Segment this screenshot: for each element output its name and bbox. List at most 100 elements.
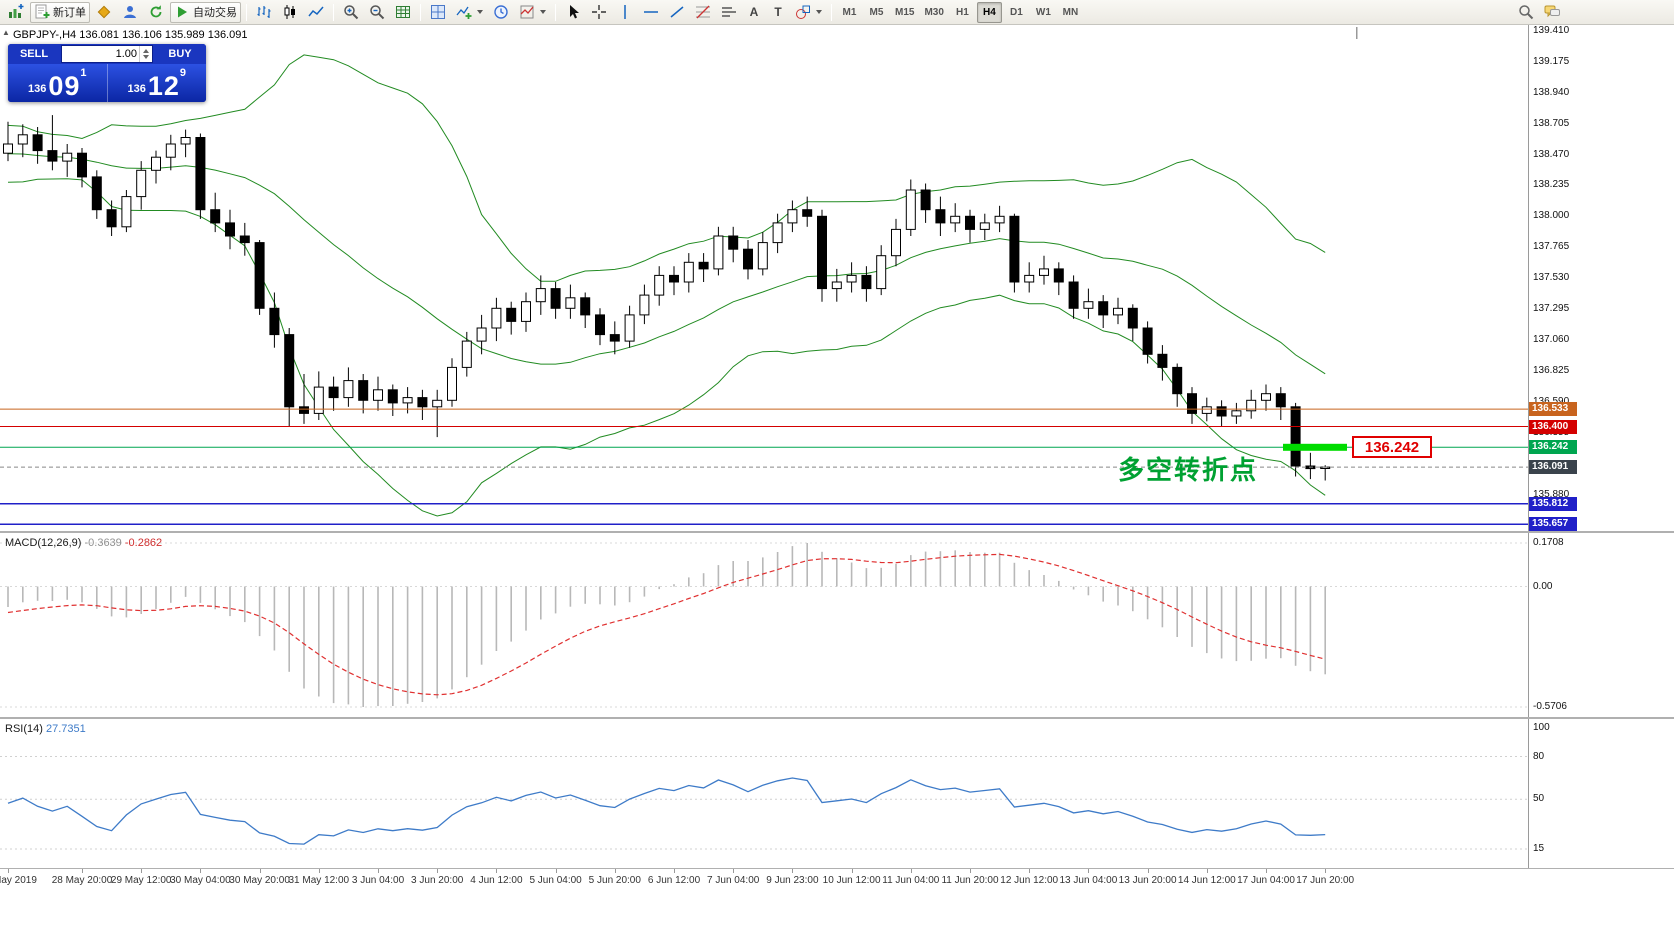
- buy-button[interactable]: BUY: [168, 48, 192, 60]
- templates-icon: [520, 5, 534, 19]
- vertical-line-icon: [624, 5, 626, 19]
- cursor-button[interactable]: [561, 2, 585, 23]
- price-tick: 135.880: [1533, 488, 1570, 500]
- price-tick: 137.765: [1533, 241, 1570, 253]
- price-tick: 137.060: [1533, 333, 1570, 345]
- candlestick-button[interactable]: [278, 2, 302, 23]
- crosshair-button[interactable]: [587, 2, 611, 23]
- timeframe-MN[interactable]: MN: [1062, 6, 1079, 18]
- line-chart-button[interactable]: [304, 2, 328, 23]
- time-label: 28 May 20:00: [51, 875, 113, 886]
- price-chart-canvas[interactable]: [0, 25, 1528, 531]
- auto-trading-button[interactable]: 自动交易: [170, 1, 241, 23]
- time-tick: [378, 869, 379, 873]
- timeframe-H1[interactable]: H1: [956, 6, 969, 18]
- macd-axis-label: 0.00: [1533, 580, 1553, 592]
- line-chart-icon: [308, 6, 324, 17]
- time-tick: [141, 869, 143, 873]
- price-tag: 136.242: [1529, 440, 1577, 455]
- horizontal-line-button[interactable]: [639, 2, 663, 23]
- time-tick: [318, 869, 320, 873]
- indicators-icon: [456, 6, 472, 19]
- volume-increase-icon[interactable]: [143, 49, 149, 53]
- price-tag: 136.400: [1529, 419, 1577, 434]
- chat-button[interactable]: [1540, 2, 1564, 23]
- price-level-label[interactable]: 136.242: [1352, 436, 1432, 458]
- toolbar-separator: [555, 3, 556, 21]
- zoom-in-button[interactable]: [339, 2, 363, 23]
- price-tag: 136.091: [1529, 460, 1577, 475]
- price-tick: 137.530: [1533, 272, 1570, 284]
- turning-point-annotation[interactable]: 多空转折点: [1118, 455, 1259, 485]
- sell-price-button[interactable]: 136 09 1: [8, 64, 108, 102]
- sell-button[interactable]: SELL: [19, 48, 49, 60]
- volume-stepper: [139, 46, 152, 62]
- chat-icon: [1544, 5, 1560, 18]
- time-tick: [851, 869, 853, 873]
- rsi-chart-canvas[interactable]: [0, 719, 1528, 867]
- indicators-button[interactable]: [452, 2, 487, 23]
- time-label: 12 Jun 12:00: [1000, 875, 1059, 886]
- bar-chart-button[interactable]: [252, 2, 276, 23]
- rsi-axis-label: 50: [1533, 793, 1545, 805]
- timeframe-M30[interactable]: M30: [924, 6, 944, 18]
- elliott-waves-icon: [722, 7, 736, 17]
- search-button[interactable]: [1514, 2, 1538, 23]
- pane-separator[interactable]: [0, 717, 1674, 719]
- timeframe-H4[interactable]: H4: [976, 1, 1002, 23]
- sell-price-prefix: 136: [27, 83, 47, 95]
- new-order-button[interactable]: 新订单: [30, 1, 90, 23]
- macd-chart-canvas[interactable]: [0, 533, 1528, 717]
- timeframe-M5[interactable]: M5: [869, 6, 884, 18]
- volume-decrease-icon[interactable]: [143, 55, 149, 59]
- time-tick: [792, 869, 794, 873]
- fibonacci-icon: [696, 5, 710, 19]
- timeframe-W1[interactable]: W1: [1035, 6, 1051, 18]
- timeframe-D1[interactable]: D1: [1010, 6, 1023, 18]
- time-tick: [1029, 869, 1031, 873]
- dropdown-caret-icon: [477, 10, 483, 14]
- time-label: 11 Jun 20:00: [941, 875, 999, 886]
- macd-label: MACD(12,26,9) -0.3639 -0.2862: [5, 537, 162, 549]
- one-click-trade-panel: SELL 1.00 BUY 136 09 1 136 12 9: [8, 44, 206, 102]
- time-tick: [614, 869, 616, 873]
- time-tick: [259, 869, 261, 873]
- tile-windows-button[interactable]: [426, 2, 450, 23]
- price-tick: 137.295: [1533, 302, 1570, 314]
- market-button[interactable]: [92, 2, 116, 23]
- time-tick: [555, 869, 557, 873]
- timeframe-M1[interactable]: M1: [842, 6, 857, 18]
- clock-button[interactable]: [489, 2, 513, 23]
- search-icon: [1519, 5, 1534, 20]
- refresh-button[interactable]: [144, 2, 168, 23]
- text-button[interactable]: A: [743, 2, 765, 23]
- profile-button[interactable]: [118, 2, 142, 23]
- volume-field[interactable]: 1.00: [61, 45, 153, 63]
- vertical-line-button[interactable]: [613, 2, 637, 23]
- trendline-button[interactable]: [665, 2, 689, 23]
- time-label: 17 Jun 20:00: [1296, 875, 1355, 886]
- pane-separator[interactable]: [0, 531, 1674, 533]
- volume-value[interactable]: 1.00: [115, 48, 137, 60]
- rsi-axis-label: 15: [1533, 843, 1545, 854]
- collapse-arrow-icon[interactable]: ▲: [2, 28, 10, 37]
- timeframe-M15[interactable]: M15: [895, 6, 915, 18]
- new-chart-button[interactable]: [4, 2, 28, 23]
- zoom-in-icon: [344, 5, 359, 20]
- price-axis[interactable]: 139.410 139.175 138.940 138.705 138.470 138.2…: [1528, 25, 1674, 868]
- toolbar-separator: [246, 3, 247, 21]
- shapes-button[interactable]: [791, 2, 826, 23]
- time-label: 6 Jun 12:00: [647, 875, 701, 886]
- label-button[interactable]: T: [767, 2, 789, 23]
- fibonacci-button[interactable]: [691, 2, 715, 23]
- zoom-out-button[interactable]: [365, 2, 389, 23]
- templates-button[interactable]: [515, 2, 550, 23]
- grid-button[interactable]: [391, 2, 415, 23]
- elliott-button[interactable]: [717, 2, 741, 23]
- time-label: 13 Jun 04:00: [1059, 875, 1118, 886]
- clock-icon: [494, 5, 508, 19]
- buy-price-button[interactable]: 136 12 9: [108, 64, 207, 102]
- dropdown-caret-icon: [540, 10, 546, 14]
- refresh-icon: [150, 5, 162, 18]
